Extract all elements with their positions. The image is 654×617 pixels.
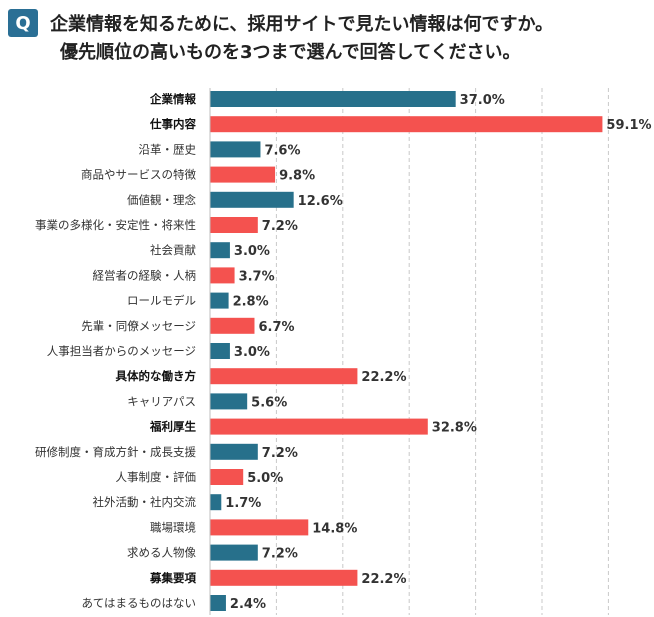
category-label: 研修制度・育成方針・成長支援: [35, 445, 196, 459]
bar: [210, 242, 230, 259]
bar: [210, 317, 255, 334]
value-label: 22.2%: [361, 572, 406, 587]
category-label: 福利厚生: [149, 420, 196, 434]
question-badge: Q: [8, 9, 38, 37]
category-label: 企業情報: [149, 92, 196, 106]
value-label: 7.2%: [262, 547, 298, 562]
bar: [210, 418, 428, 435]
value-label: 5.6%: [251, 395, 287, 410]
bar: [210, 519, 309, 536]
bar: [210, 292, 229, 309]
value-label: 37.0%: [460, 93, 505, 108]
bar: [210, 368, 358, 385]
value-label: 22.2%: [361, 370, 406, 385]
question-text-line-1: 企業情報を知るために、採用サイトで見たい情報は何ですか。: [50, 14, 554, 35]
category-label: あてはまるものはない: [81, 596, 196, 610]
question-text-line-2: 優先順位の高いものを3つまで選んで回答してください。: [60, 42, 521, 63]
category-label: 先輩・同僚メッセージ: [81, 319, 196, 333]
bar: [210, 343, 230, 359]
value-label: 59.1%: [606, 118, 651, 133]
category-label: 社外活動・社内交流: [93, 495, 197, 509]
bar: [210, 469, 244, 485]
category-label: 商品やサービスの特徴: [81, 168, 196, 182]
value-label: 3.0%: [234, 244, 270, 259]
category-label: ロールモデル: [127, 294, 196, 308]
value-label: 2.4%: [230, 597, 266, 612]
bar: [210, 217, 258, 233]
category-label: キャリアパス: [127, 394, 196, 408]
value-label: 9.8%: [279, 169, 315, 184]
category-label: 募集要項: [149, 571, 196, 585]
bar: [210, 91, 456, 107]
category-label: 職場環境: [150, 520, 196, 534]
category-label: 事業の多様化・安定性・将来性: [35, 218, 196, 232]
bar: [210, 116, 603, 133]
bar: [210, 393, 248, 410]
category-label: 仕事内容: [149, 117, 196, 131]
value-label: 7.2%: [262, 446, 298, 461]
bar: [210, 443, 258, 460]
value-label: 7.2%: [262, 219, 298, 234]
bar: [210, 166, 276, 183]
value-label: 1.7%: [225, 496, 261, 511]
category-label: 求める人物像: [127, 546, 196, 560]
value-label: 3.7%: [239, 269, 275, 284]
value-label: 5.0%: [247, 471, 283, 486]
value-label: 14.8%: [312, 521, 357, 536]
bar: [210, 267, 235, 284]
bar: [210, 191, 294, 208]
value-label: 3.0%: [234, 345, 270, 360]
bar: [210, 494, 222, 511]
category-label: 価値観・理念: [127, 193, 196, 207]
bar: [210, 569, 358, 586]
category-label: 具体的な働き方: [116, 369, 197, 383]
bar: [210, 544, 258, 561]
value-label: 12.6%: [298, 194, 343, 209]
category-label: 社会貢献: [150, 243, 196, 257]
value-label: 32.8%: [432, 421, 477, 436]
category-label: 人事担当者からのメッセージ: [47, 344, 196, 358]
category-label: 人事制度・評価: [116, 470, 197, 484]
value-label: 2.8%: [233, 295, 269, 310]
category-label: 経営者の経験・人柄: [93, 268, 197, 282]
category-label: 沿革・歴史: [139, 142, 197, 156]
bar: [210, 141, 261, 158]
bar: [210, 595, 226, 611]
value-label: 7.6%: [264, 143, 300, 158]
value-label: 6.7%: [258, 320, 294, 335]
